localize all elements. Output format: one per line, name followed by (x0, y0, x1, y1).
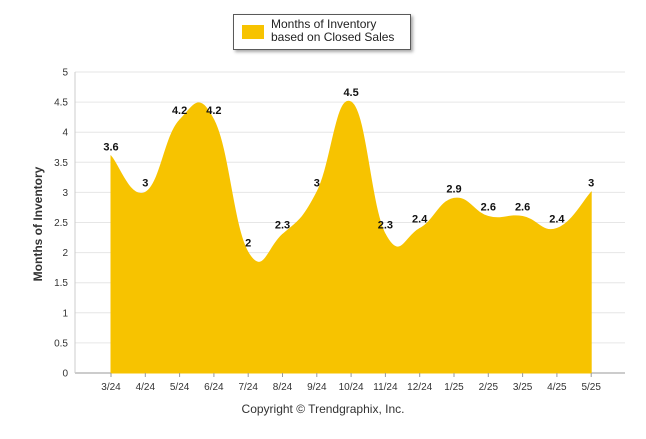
legend-swatch (242, 25, 264, 39)
data-point (110, 155, 112, 157)
y-tick-label: 5 (62, 68, 68, 79)
data-label: 4.5 (343, 87, 358, 99)
data-point (453, 197, 455, 199)
data-label: 2.9 (446, 183, 461, 195)
data-label: 4.2 (206, 105, 221, 117)
x-tick-label: 11/24 (373, 382, 398, 393)
data-label: 3 (588, 177, 594, 189)
data-point (144, 191, 146, 193)
data-point (419, 228, 421, 230)
x-tick-label: 4/25 (547, 382, 567, 393)
legend: Months of Inventory based on Closed Sale… (233, 14, 411, 50)
y-tick-label: 3.5 (54, 158, 68, 169)
data-label: 3 (314, 177, 320, 189)
y-tick-label: 2.5 (54, 218, 68, 229)
x-tick-label: 12/24 (407, 382, 432, 393)
data-point (282, 234, 283, 236)
x-tick-label: 8/24 (273, 382, 293, 393)
x-tick-label: 7/24 (238, 382, 258, 393)
y-tick-label: 0.5 (54, 338, 68, 349)
y-tick-label: 0 (62, 369, 68, 380)
y-tick-label: 3 (62, 188, 68, 199)
data-point (590, 191, 592, 193)
y-tick-label: 1 (62, 308, 68, 319)
y-tick-label: 2 (62, 248, 68, 259)
y-tick-label: 4.5 (54, 98, 68, 109)
x-tick-label: 2/25 (479, 382, 499, 393)
data-label: 2.6 (481, 201, 496, 213)
data-point (316, 191, 318, 193)
data-label: 3.6 (103, 141, 118, 153)
data-point (179, 119, 181, 121)
legend-label: Months of Inventory based on Closed Sale… (271, 17, 395, 44)
data-point (213, 119, 215, 121)
data-point (522, 215, 524, 217)
data-label: 2.4 (549, 214, 565, 226)
data-label: 4.2 (172, 105, 187, 117)
x-tick-label: 5/25 (581, 382, 601, 393)
x-tick-label: 4/24 (136, 382, 156, 393)
data-point (487, 215, 489, 217)
x-tick-label: 10/24 (339, 382, 364, 393)
x-tick-label: 5/24 (170, 382, 190, 393)
data-label: 2.3 (378, 220, 393, 232)
data-label: 2.4 (412, 214, 428, 226)
data-label: 2 (245, 238, 251, 250)
data-label: 2.3 (275, 220, 290, 232)
y-tick-label: 4 (62, 128, 68, 139)
y-axis-label: Months of Inventory (31, 166, 45, 282)
x-tick-label: 9/24 (307, 382, 327, 393)
data-point (556, 228, 558, 230)
x-tick-label: 6/24 (204, 382, 224, 393)
y-tick-label: 1.5 (54, 278, 68, 289)
x-tick-label: 3/25 (513, 382, 533, 393)
data-point (384, 234, 386, 236)
x-tick-label: 1/25 (444, 382, 464, 393)
data-label: 3 (142, 177, 148, 189)
x-tick-label: 3/24 (101, 382, 121, 393)
data-label: 2.6 (515, 201, 530, 213)
series-area (110, 100, 592, 374)
data-point (350, 101, 352, 103)
copyright-text: Copyright © Trendgraphix, Inc. (241, 402, 405, 416)
data-point (247, 252, 249, 254)
